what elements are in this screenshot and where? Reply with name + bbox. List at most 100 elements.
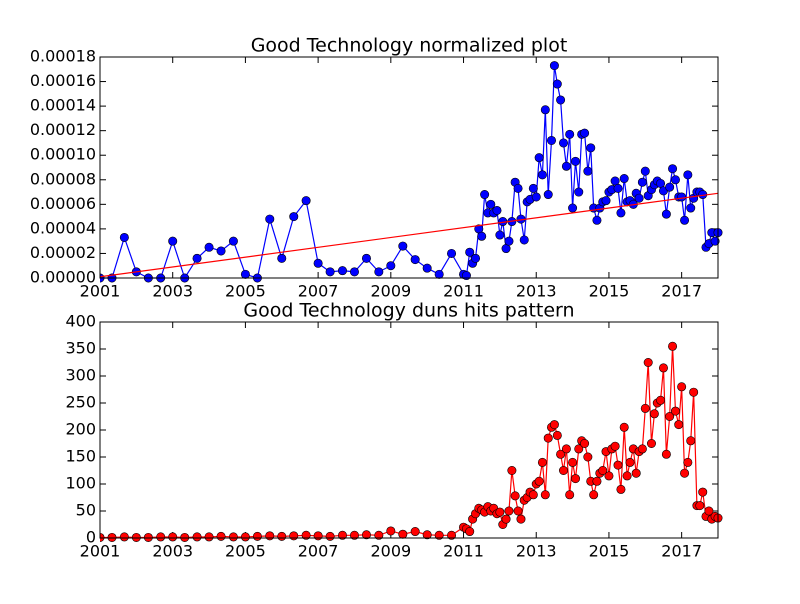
marker xyxy=(680,468,690,478)
marker xyxy=(192,253,202,263)
marker xyxy=(156,532,166,542)
marker xyxy=(583,452,593,462)
y-tick-label: 400 xyxy=(65,312,96,331)
marker xyxy=(592,215,602,225)
marker xyxy=(616,208,626,218)
x-tick-label: 2015 xyxy=(589,282,630,301)
y-tick-label: 0.00014 xyxy=(30,96,96,115)
marker xyxy=(680,215,690,225)
marker xyxy=(704,506,714,516)
marker xyxy=(561,444,571,454)
series-line xyxy=(100,192,719,278)
x-tick-label: 2015 xyxy=(589,542,630,561)
marker xyxy=(240,269,250,279)
marker xyxy=(325,267,335,277)
x-tick-label: 2001 xyxy=(80,282,121,301)
marker xyxy=(301,530,311,540)
marker xyxy=(580,438,590,448)
marker xyxy=(325,531,335,541)
marker xyxy=(289,531,299,541)
marker xyxy=(695,501,705,511)
marker xyxy=(683,457,693,467)
marker xyxy=(589,490,599,500)
marker xyxy=(646,438,656,448)
marker xyxy=(480,190,490,200)
marker xyxy=(289,212,299,222)
marker xyxy=(558,465,568,475)
y-tick-label: 0.00018 xyxy=(30,47,96,66)
y-tick-label: 100 xyxy=(65,474,96,493)
marker xyxy=(549,61,559,71)
marker xyxy=(410,527,420,537)
marker xyxy=(349,267,359,277)
marker xyxy=(665,411,675,421)
marker xyxy=(361,530,371,540)
y-tick-label: 0.00008 xyxy=(30,169,96,188)
y-tick-label: 250 xyxy=(65,393,96,412)
marker xyxy=(513,183,523,193)
marker xyxy=(661,209,671,219)
marker xyxy=(543,190,553,200)
marker xyxy=(565,129,575,139)
y-tick-label: 200 xyxy=(65,420,96,439)
marker xyxy=(495,507,505,517)
marker xyxy=(240,532,250,542)
marker xyxy=(216,246,226,256)
marker xyxy=(204,532,214,542)
marker xyxy=(504,236,514,246)
marker xyxy=(547,135,557,145)
y-tick-label: 0 xyxy=(86,528,96,547)
marker xyxy=(447,530,457,540)
marker xyxy=(528,183,538,193)
marker xyxy=(313,258,323,268)
marker xyxy=(610,441,620,451)
marker xyxy=(643,357,653,367)
marker xyxy=(107,532,117,542)
y-tick-label: 0.00004 xyxy=(30,218,96,237)
chart-title: Good Technology normalized plot xyxy=(251,35,568,57)
marker xyxy=(486,199,496,209)
marker xyxy=(689,387,699,397)
marker xyxy=(528,490,538,500)
marker xyxy=(631,468,641,478)
marker xyxy=(265,531,275,541)
marker xyxy=(495,230,505,240)
marker xyxy=(568,203,578,213)
marker xyxy=(552,79,562,89)
y-tick-label: 50 xyxy=(76,501,96,520)
marker xyxy=(543,433,553,443)
marker xyxy=(277,253,287,263)
marker xyxy=(422,530,432,540)
marker xyxy=(613,460,623,470)
marker xyxy=(625,457,635,467)
marker xyxy=(349,530,359,540)
marker xyxy=(640,166,650,176)
marker xyxy=(465,527,475,537)
marker xyxy=(656,395,666,405)
marker xyxy=(180,532,190,542)
marker xyxy=(668,341,678,351)
marker xyxy=(168,532,178,542)
marker xyxy=(519,235,529,245)
marker xyxy=(677,382,687,392)
marker xyxy=(119,532,129,542)
x-tick-label: 2003 xyxy=(152,282,193,301)
marker xyxy=(168,236,178,246)
marker xyxy=(665,182,675,192)
marker xyxy=(540,105,550,115)
y-tick-label: 0.00016 xyxy=(30,71,96,90)
marker xyxy=(574,187,584,197)
marker xyxy=(574,444,584,454)
marker xyxy=(604,471,614,481)
marker xyxy=(204,242,214,252)
marker xyxy=(622,471,632,481)
marker xyxy=(507,465,517,475)
marker xyxy=(601,196,611,206)
marker xyxy=(537,170,547,180)
marker xyxy=(570,156,580,166)
marker xyxy=(434,530,444,540)
marker xyxy=(398,241,408,251)
x-tick-label: 2011 xyxy=(443,542,484,561)
x-tick-label: 2005 xyxy=(225,282,266,301)
